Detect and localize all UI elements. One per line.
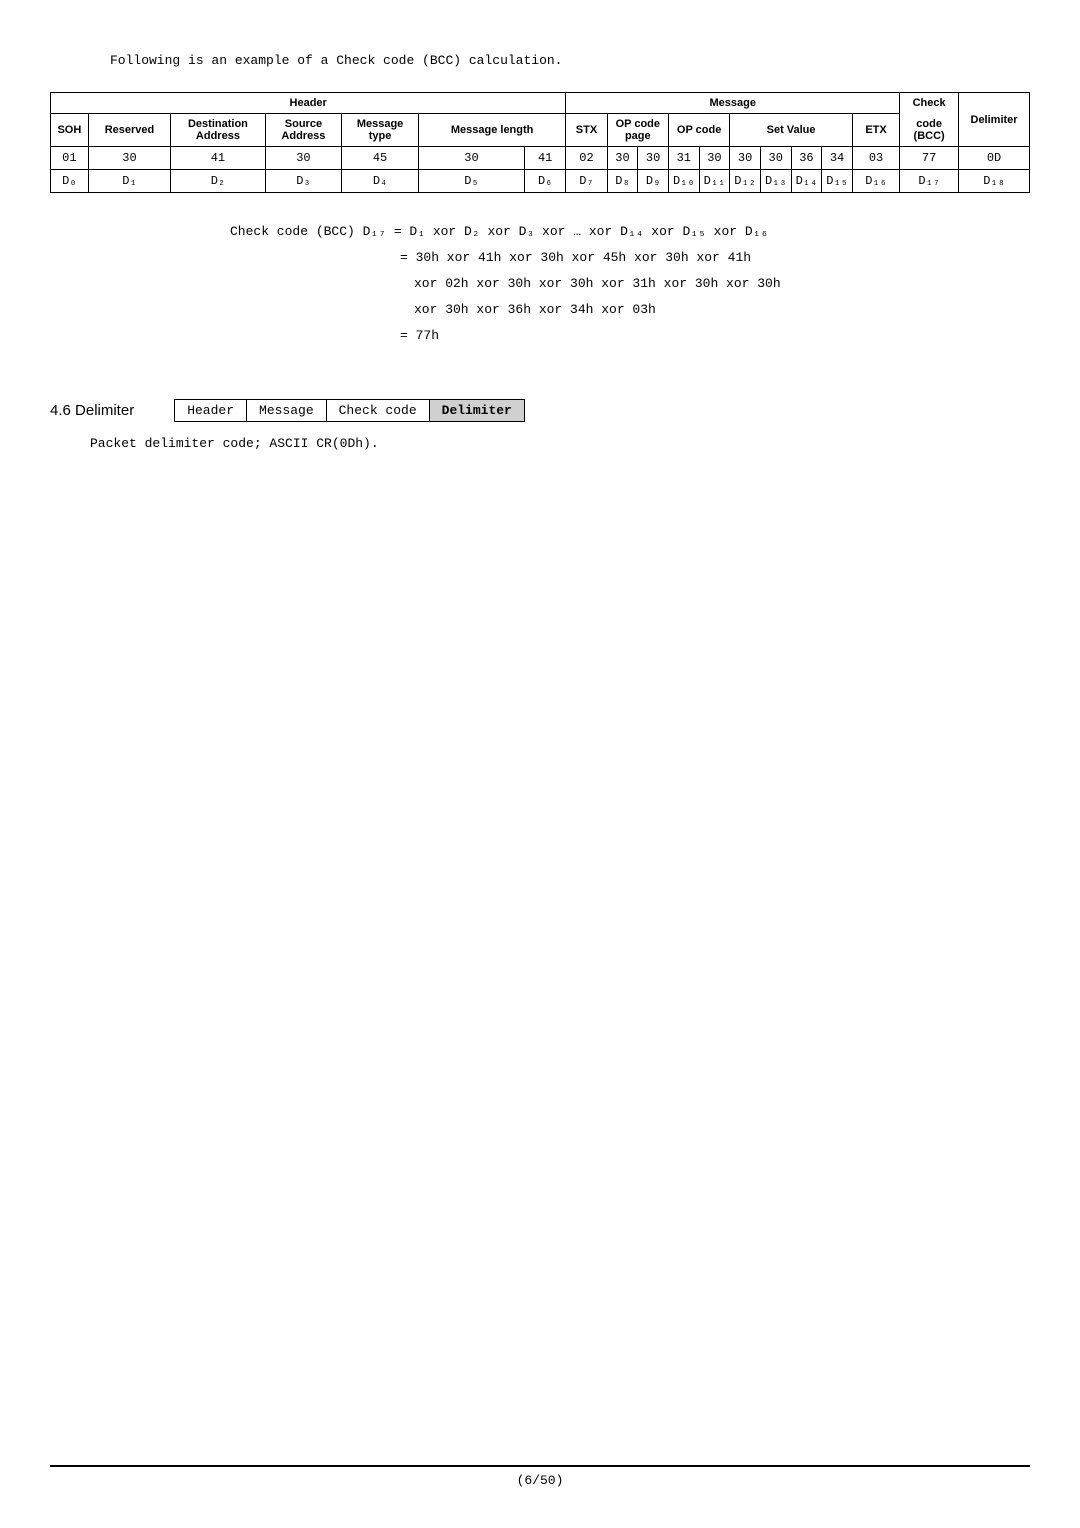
- th-delimiter: Delimiter: [959, 93, 1030, 147]
- cell: D₆: [525, 170, 566, 193]
- cell: 30: [760, 147, 791, 170]
- delimiter-mini-table: Header Message Check code Delimiter: [174, 399, 525, 422]
- cell: D₂: [171, 170, 265, 193]
- cell: D₁₀: [668, 170, 699, 193]
- formula-line: Check code (BCC) D₁₇ = D₁ xor D₂ xor D₃ …: [230, 219, 1030, 245]
- cell: 30: [730, 147, 761, 170]
- cell: D₁₈: [959, 170, 1030, 193]
- table-row: 01 30 41 30 45 30 41 02 30 30 31 30 30 3…: [51, 147, 1030, 170]
- cell: 30: [699, 147, 730, 170]
- mini-cell-message: Message: [247, 400, 327, 422]
- cell: 36: [791, 147, 822, 170]
- th-message: Message: [566, 93, 900, 114]
- formula-line: = 30h xor 41h xor 30h xor 45h xor 30h xo…: [400, 245, 1030, 271]
- cell: 41: [525, 147, 566, 170]
- cell: 30: [607, 147, 638, 170]
- cell: 0D: [959, 147, 1030, 170]
- th-setvalue: Set Value: [730, 114, 853, 147]
- cell: D₁₆: [852, 170, 899, 193]
- cell: 30: [265, 147, 342, 170]
- cell: D₁: [88, 170, 171, 193]
- cell: 30: [638, 147, 669, 170]
- th-mtype: Message type: [342, 114, 419, 147]
- cell: 03: [852, 147, 899, 170]
- mini-cell-delimiter: Delimiter: [429, 400, 524, 422]
- cell: D₁₂: [730, 170, 761, 193]
- formula-line: xor 30h xor 36h xor 34h xor 03h: [414, 297, 1030, 323]
- section-row: 4.6 Delimiter Header Message Check code …: [50, 399, 1030, 422]
- cell: 01: [51, 147, 89, 170]
- cell: D₈: [607, 170, 638, 193]
- mini-cell-check: Check code: [326, 400, 429, 422]
- intro-text: Following is an example of a Check code …: [110, 53, 1030, 68]
- cell: 31: [668, 147, 699, 170]
- cell: 34: [822, 147, 853, 170]
- cell: D₁₃: [760, 170, 791, 193]
- mini-cell-header: Header: [175, 400, 247, 422]
- cell: D₁₇: [900, 170, 959, 193]
- th-stx: STX: [566, 114, 607, 147]
- th-src: Source Address: [265, 114, 342, 147]
- cell: D₄: [342, 170, 419, 193]
- formula-block: Check code (BCC) D₁₇ = D₁ xor D₂ xor D₃ …: [230, 219, 1030, 349]
- th-mlen: Message length: [418, 114, 565, 147]
- th-opcodepage: OP code page: [607, 114, 668, 147]
- cell: D₇: [566, 170, 607, 193]
- cell: D₅: [418, 170, 524, 193]
- table-row: D₀ D₁ D₂ D₃ D₄ D₅ D₆ D₇ D₈ D₉ D₁₀ D₁₁ D₁…: [51, 170, 1030, 193]
- th-header: Header: [51, 93, 566, 114]
- cell: D₀: [51, 170, 89, 193]
- th-dest: Destination Address: [171, 114, 265, 147]
- cell: D₁₄: [791, 170, 822, 193]
- th-soh: SOH: [51, 114, 89, 147]
- cell: D₃: [265, 170, 342, 193]
- cell: 45: [342, 147, 419, 170]
- formula-line: xor 02h xor 30h xor 30h xor 31h xor 30h …: [414, 271, 1030, 297]
- cell: D₁₁: [699, 170, 730, 193]
- cell: 02: [566, 147, 607, 170]
- page-footer: (6/50): [50, 1465, 1030, 1488]
- formula-line: = 77h: [400, 323, 1030, 349]
- bcc-table: Header Message Check Delimiter SOH Reser…: [50, 92, 1030, 193]
- cell: 30: [418, 147, 524, 170]
- cell: 77: [900, 147, 959, 170]
- th-check-bot: code (BCC): [900, 114, 959, 147]
- cell: D₉: [638, 170, 669, 193]
- delimiter-desc: Packet delimiter code; ASCII CR(0Dh).: [90, 436, 1030, 451]
- cell: 30: [88, 147, 171, 170]
- th-etx: ETX: [852, 114, 899, 147]
- th-check-top: Check: [900, 93, 959, 114]
- th-reserved: Reserved: [88, 114, 171, 147]
- cell: 41: [171, 147, 265, 170]
- th-opcode: OP code: [668, 114, 729, 147]
- cell: D₁₅: [822, 170, 853, 193]
- section-title: 4.6 Delimiter: [50, 402, 134, 419]
